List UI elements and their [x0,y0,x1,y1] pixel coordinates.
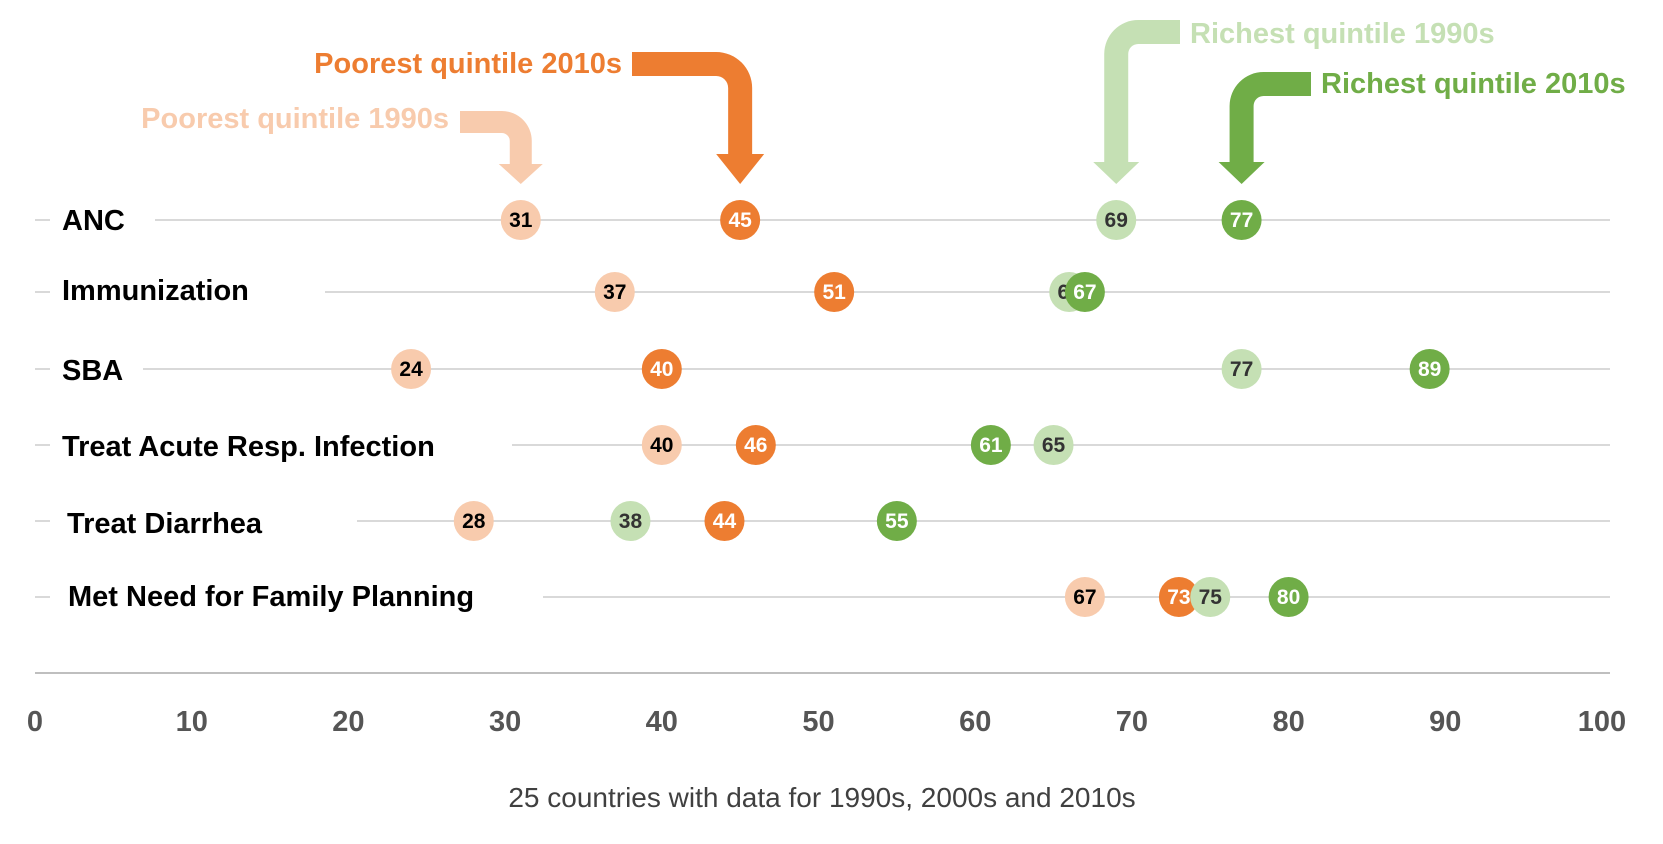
data-points: 3137244028674551404644736966776538757767… [391,200,1450,617]
x-tick-label: 100 [1578,706,1626,738]
callout-arrow [460,111,543,184]
data-label: 40 [650,434,673,457]
data-label: 61 [979,434,1003,457]
data-label: 28 [462,510,486,533]
data-point [970,425,1011,465]
x-tick-label: 40 [646,706,678,738]
data-label: 89 [1418,358,1441,381]
x-tick-label: 10 [176,706,208,738]
category-label: Treat Diarrhea [67,508,263,540]
callout-arrow [1218,72,1311,184]
category-label: Treat Acute Resp. Infection [62,431,435,463]
data-label: 46 [744,434,767,457]
data-point [1190,577,1231,617]
data-point [391,349,432,389]
data-point [1221,349,1262,389]
data-point [594,272,635,312]
data-label: 75 [1199,586,1223,609]
data-label: 31 [509,209,533,232]
x-tick-label: 0 [27,706,43,738]
category-label: Immunization [62,275,249,307]
data-point [1096,200,1137,240]
x-tick-label: 70 [1116,706,1148,738]
x-tick-label: 80 [1272,706,1304,738]
category-label: ANC [62,205,125,237]
data-point [1064,577,1105,617]
data-point [1064,272,1105,312]
x-tick-label: 20 [332,706,364,738]
data-point [453,501,494,541]
data-point [1033,425,1074,465]
x-tick-label: 50 [802,706,834,738]
data-point [704,501,745,541]
data-label: 69 [1105,209,1128,232]
legend-label: Poorest quintile 2010s [314,48,622,80]
data-label: 24 [399,358,423,381]
data-point [641,349,682,389]
data-label: 77 [1230,358,1253,381]
legend-label: Richest quintile 2010s [1321,68,1626,100]
data-point [500,200,541,240]
callout-arrow [632,52,765,184]
x-tick-label: 30 [489,706,521,738]
data-point [814,272,855,312]
data-label: 44 [713,510,737,533]
legend-label: Richest quintile 1990s [1190,18,1495,50]
data-label: 73 [1167,586,1190,609]
data-label: 45 [728,209,752,232]
category-labels: ANC Immunization SBA Treat Acute Resp. Infe… [62,205,474,613]
data-point [735,425,776,465]
data-label: 37 [603,281,626,304]
data-point [1268,577,1309,617]
data-label: 77 [1230,209,1253,232]
category-label: Met Need for Family Planning [68,581,474,613]
data-point [876,501,917,541]
legend-label: Poorest quintile 1990s [141,103,449,135]
data-label: 40 [650,358,673,381]
x-tick-labels: 0 10 20 30 40 50 60 70 80 90 100 [27,706,1626,738]
data-point [1409,349,1450,389]
callout-arrow [1093,20,1180,184]
data-label: 80 [1277,586,1300,609]
data-point [720,200,761,240]
data-point [1221,200,1262,240]
data-point [1158,577,1199,617]
category-label: SBA [62,355,123,387]
data-label: 67 [1073,281,1096,304]
data-label: 38 [619,510,643,533]
category-gridlines [35,219,1610,598]
x-tick-label: 90 [1429,706,1461,738]
data-point [610,501,651,541]
data-label: 55 [885,510,909,533]
data-point [641,425,682,465]
series-callout-arrows: Poorest quintile 1990s Poorest quintile 2… [141,18,1626,184]
data-label: 65 [1042,434,1066,457]
x-axis-title: 25 countries with data for 1990s, 2000s … [508,782,1135,813]
data-label: 67 [1073,586,1096,609]
data-label: 51 [822,281,846,304]
x-tick-label: 60 [959,706,991,738]
